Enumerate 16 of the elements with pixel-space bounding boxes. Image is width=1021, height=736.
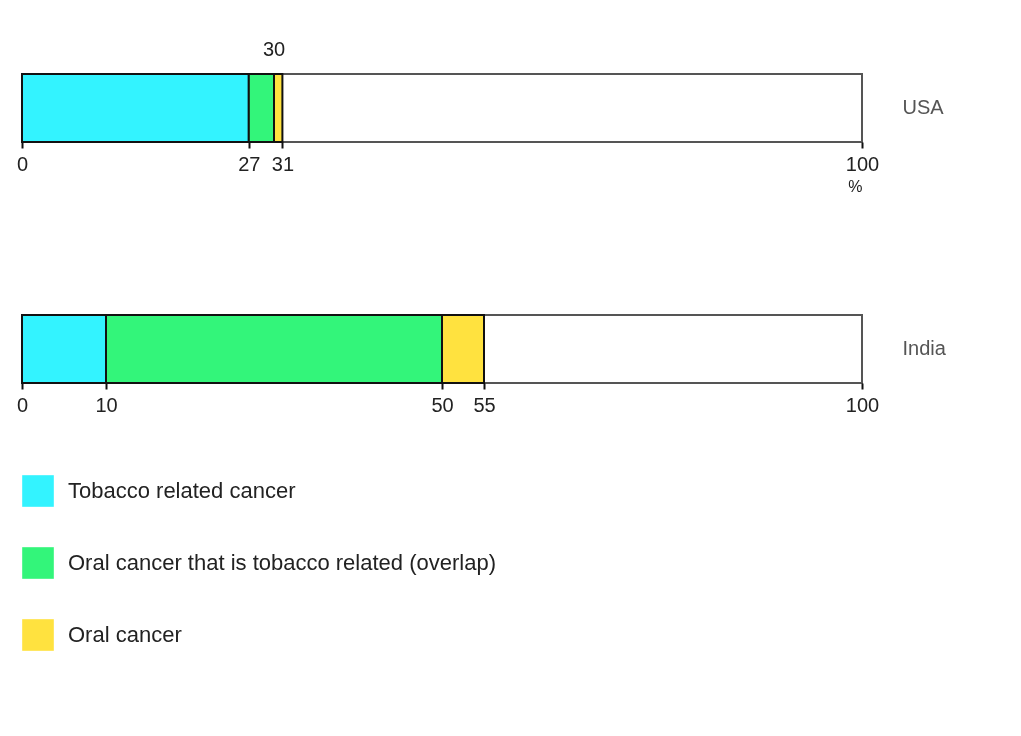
x-tick-label: 100 xyxy=(845,152,880,175)
x-tick-label: 0 xyxy=(16,152,29,175)
y-tick-label: USA xyxy=(902,96,945,118)
x-tick-label: 50 xyxy=(431,393,454,416)
x-tick-label: 10 xyxy=(95,393,118,416)
x-tick-label: 0 xyxy=(16,393,29,416)
x-axis-title: % xyxy=(848,177,863,195)
legend-label: Oral cancer xyxy=(68,622,182,647)
legend-label: Oral cancer that is tobacco related (overlap) xyxy=(68,550,496,575)
annotation: 30 xyxy=(262,38,286,60)
x-tick-label: 31 xyxy=(271,152,295,175)
x-tick-label: 55 xyxy=(473,393,496,416)
x-tick-label: 27 xyxy=(238,152,261,175)
legend-label: Tobacco related cancer xyxy=(68,478,296,503)
x-tick-label: 100 xyxy=(845,393,880,416)
y-tick-label: India xyxy=(902,337,947,359)
